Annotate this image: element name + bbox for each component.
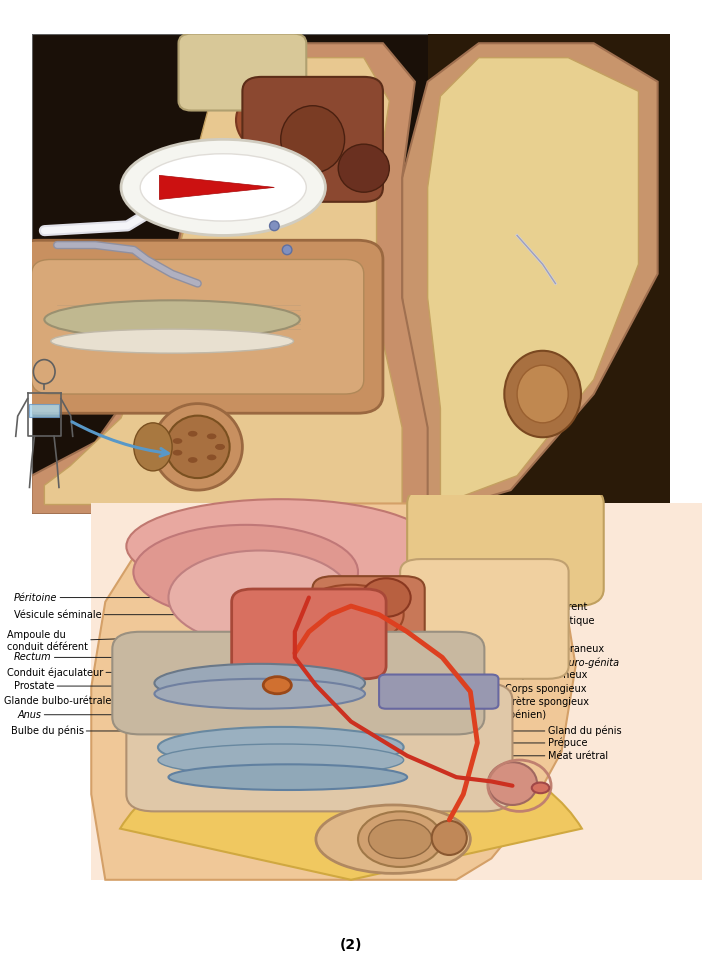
Text: Scrotum: Scrotum — [329, 783, 369, 799]
Ellipse shape — [158, 744, 404, 776]
Ellipse shape — [270, 221, 279, 231]
Text: Pubis: Pubis — [372, 630, 531, 640]
Text: Uretère: Uretère — [383, 576, 542, 585]
Ellipse shape — [154, 678, 365, 709]
Ellipse shape — [188, 431, 197, 436]
Ellipse shape — [166, 415, 230, 479]
Text: Vésicule séminale: Vésicule séminale — [14, 609, 218, 620]
Ellipse shape — [51, 329, 293, 353]
Text: Urètre membraneux: Urètre membraneux — [385, 644, 604, 653]
Text: Testicule: Testicule — [333, 772, 376, 789]
Text: Ampoule du
conduit déférent: Ampoule du conduit déférent — [7, 630, 204, 652]
Ellipse shape — [168, 764, 407, 790]
Ellipse shape — [362, 579, 411, 617]
Ellipse shape — [158, 727, 404, 768]
Ellipse shape — [173, 438, 183, 444]
Polygon shape — [32, 43, 428, 514]
FancyBboxPatch shape — [13, 240, 383, 413]
Ellipse shape — [358, 811, 442, 867]
Ellipse shape — [216, 444, 225, 450]
FancyBboxPatch shape — [312, 577, 425, 722]
Text: Méat urétral: Méat urétral — [512, 751, 608, 761]
Ellipse shape — [153, 404, 242, 490]
Ellipse shape — [488, 762, 537, 805]
Text: Gland du pénis: Gland du pénis — [505, 726, 621, 736]
Text: Péritoine: Péritoine — [14, 593, 193, 603]
Ellipse shape — [369, 820, 432, 858]
Bar — [428, 34, 670, 514]
Ellipse shape — [44, 300, 300, 338]
Ellipse shape — [236, 82, 338, 159]
Ellipse shape — [517, 365, 568, 423]
Wedge shape — [120, 730, 582, 880]
Text: Conduit déférent: Conduit déférent — [390, 602, 588, 612]
Text: Urètre prostatique: Urètre prostatique — [365, 615, 595, 626]
Polygon shape — [428, 58, 639, 505]
Text: Conduit éjaculateur: Conduit éjaculateur — [7, 667, 260, 678]
Text: Bulbe du pénis: Bulbe du pénis — [11, 726, 235, 736]
Ellipse shape — [140, 154, 306, 221]
Bar — [91, 504, 702, 880]
FancyBboxPatch shape — [242, 77, 383, 202]
Polygon shape — [91, 504, 576, 880]
Ellipse shape — [532, 782, 549, 793]
Text: Glande bulbo-urétrale: Glande bulbo-urétrale — [4, 697, 242, 706]
Text: Diaphragme uro-génita: Diaphragme uro-génita — [390, 657, 620, 668]
Ellipse shape — [316, 805, 470, 874]
Polygon shape — [402, 43, 658, 514]
Polygon shape — [44, 58, 402, 505]
Ellipse shape — [216, 444, 225, 450]
Ellipse shape — [134, 423, 172, 471]
Ellipse shape — [154, 664, 365, 702]
Ellipse shape — [126, 499, 435, 593]
Text: Prostate: Prostate — [14, 681, 253, 691]
Text: Urètre spongieux
(pénien): Urètre spongieux (pénien) — [456, 697, 590, 720]
FancyBboxPatch shape — [112, 631, 484, 734]
Ellipse shape — [298, 584, 404, 645]
Ellipse shape — [432, 821, 467, 855]
Ellipse shape — [133, 525, 358, 619]
Text: Corps spongieux: Corps spongieux — [414, 683, 587, 694]
Ellipse shape — [281, 106, 345, 173]
Text: Corps caverneux: Corps caverneux — [397, 671, 588, 680]
FancyBboxPatch shape — [379, 675, 498, 709]
Bar — [29, 404, 59, 417]
Ellipse shape — [173, 450, 183, 456]
Ellipse shape — [282, 245, 292, 255]
FancyBboxPatch shape — [32, 259, 364, 394]
Text: (2): (2) — [340, 938, 362, 952]
Text: Prépuce: Prépuce — [511, 738, 587, 749]
FancyBboxPatch shape — [178, 34, 306, 111]
Text: Rectum: Rectum — [14, 653, 249, 662]
Ellipse shape — [338, 144, 390, 192]
FancyBboxPatch shape — [232, 589, 386, 678]
FancyBboxPatch shape — [400, 559, 569, 678]
FancyBboxPatch shape — [407, 486, 604, 606]
Text: Épididyme: Épididyme — [337, 762, 388, 779]
Polygon shape — [159, 175, 274, 199]
Ellipse shape — [207, 455, 216, 460]
Text: (1): (1) — [340, 520, 362, 533]
Ellipse shape — [168, 551, 351, 645]
Ellipse shape — [504, 351, 581, 437]
Ellipse shape — [188, 457, 197, 463]
FancyBboxPatch shape — [126, 683, 512, 811]
Ellipse shape — [121, 139, 326, 235]
Text: Anus: Anus — [18, 710, 239, 720]
Ellipse shape — [263, 677, 291, 694]
Ellipse shape — [207, 433, 216, 439]
Text: Vessie: Vessie — [383, 588, 536, 599]
